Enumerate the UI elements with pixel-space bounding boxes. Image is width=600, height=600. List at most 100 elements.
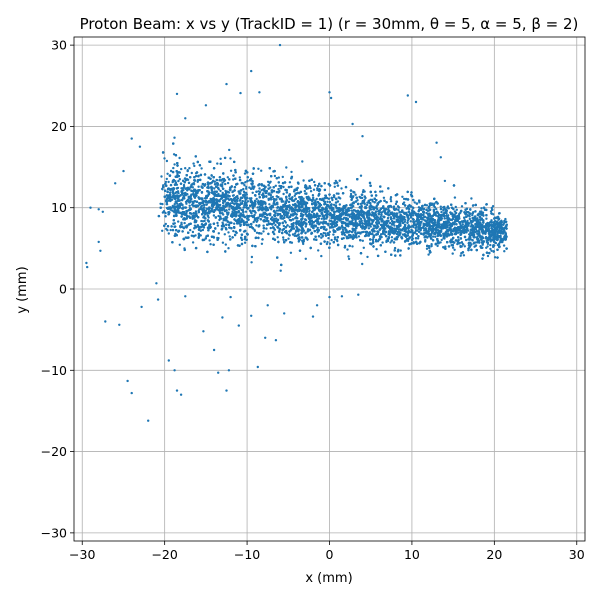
- data-point: [460, 205, 464, 208]
- data-point: [257, 203, 260, 206]
- data-point: [160, 175, 163, 178]
- data-point: [207, 185, 210, 188]
- data-point: [245, 185, 248, 189]
- data-point: [466, 219, 469, 223]
- data-point: [491, 205, 495, 208]
- data-point: [433, 202, 436, 205]
- data-point: [165, 227, 168, 231]
- data-point: [278, 227, 282, 231]
- data-point: [490, 219, 493, 222]
- data-point: [194, 174, 198, 178]
- data-point: [250, 261, 253, 264]
- data-point: [217, 214, 220, 218]
- data-point: [468, 217, 471, 221]
- data-point: [248, 209, 252, 212]
- data-point: [294, 230, 298, 233]
- data-point: [460, 220, 464, 223]
- data-point: [369, 198, 372, 201]
- data-point: [244, 210, 248, 213]
- data-point: [338, 179, 341, 182]
- data-point: [464, 238, 468, 242]
- data-point: [253, 228, 256, 231]
- data-point: [356, 199, 359, 202]
- data-point: [262, 230, 265, 233]
- data-point: [213, 187, 216, 190]
- data-point: [215, 198, 218, 201]
- data-point: [287, 237, 290, 240]
- data-point: [229, 169, 233, 172]
- data-point: [186, 169, 189, 172]
- data-point: [172, 166, 175, 170]
- data-point: [439, 205, 442, 208]
- data-point: [487, 232, 491, 235]
- data-point: [313, 180, 316, 184]
- data-point: [326, 200, 329, 203]
- data-point: [315, 197, 318, 201]
- data-point: [354, 193, 357, 196]
- data-point: [423, 229, 426, 232]
- data-point: [191, 186, 194, 189]
- data-point: [285, 166, 288, 169]
- data-point: [493, 256, 497, 259]
- data-point: [471, 214, 474, 217]
- data-point: [333, 236, 337, 239]
- data-point: [363, 202, 366, 206]
- data-point: [415, 232, 418, 236]
- data-point: [173, 203, 176, 206]
- data-point: [440, 238, 443, 242]
- data-point: [379, 215, 382, 219]
- data-point: [221, 221, 224, 224]
- data-point: [231, 210, 234, 213]
- data-point: [390, 236, 394, 239]
- data-point: [277, 187, 280, 191]
- data-point: [309, 190, 313, 193]
- data-point: [375, 248, 378, 251]
- data-point: [389, 197, 392, 201]
- data-point: [189, 228, 192, 232]
- data-point: [260, 242, 264, 245]
- data-point: [231, 194, 235, 197]
- data-point: [256, 206, 259, 209]
- data-point: [178, 156, 181, 160]
- data-point: [389, 200, 393, 203]
- data-point: [293, 232, 297, 235]
- data-point: [462, 254, 466, 257]
- data-point: [308, 210, 311, 213]
- data-point: [200, 190, 204, 194]
- data-point: [366, 201, 369, 204]
- data-point: [325, 242, 329, 246]
- data-point: [490, 206, 493, 210]
- data-point: [203, 203, 206, 207]
- data-point: [266, 216, 269, 220]
- data-point: [207, 186, 210, 190]
- data-point: [342, 217, 345, 221]
- data-point: [210, 185, 213, 188]
- data-point: [228, 208, 231, 211]
- data-point: [216, 224, 220, 227]
- data-point: [312, 188, 316, 191]
- data-point: [470, 197, 473, 200]
- data-point: [379, 190, 382, 193]
- data-point: [320, 217, 323, 220]
- data-point: [424, 238, 427, 242]
- data-point: [163, 157, 166, 160]
- data-point: [232, 178, 235, 181]
- data-point: [269, 186, 272, 189]
- data-point: [246, 200, 250, 203]
- data-point: [200, 219, 203, 223]
- data-point: [504, 217, 507, 221]
- data-point: [336, 200, 340, 203]
- data-point: [203, 219, 206, 223]
- data-point: [451, 252, 454, 255]
- data-point: [373, 201, 376, 204]
- data-point: [434, 235, 437, 238]
- data-point: [425, 204, 429, 207]
- data-point: [159, 202, 162, 205]
- data-point: [243, 184, 246, 187]
- data-point: [268, 203, 271, 206]
- data-point: [226, 181, 230, 185]
- data-point: [402, 197, 406, 201]
- data-point: [183, 221, 186, 225]
- data-point: [457, 231, 460, 234]
